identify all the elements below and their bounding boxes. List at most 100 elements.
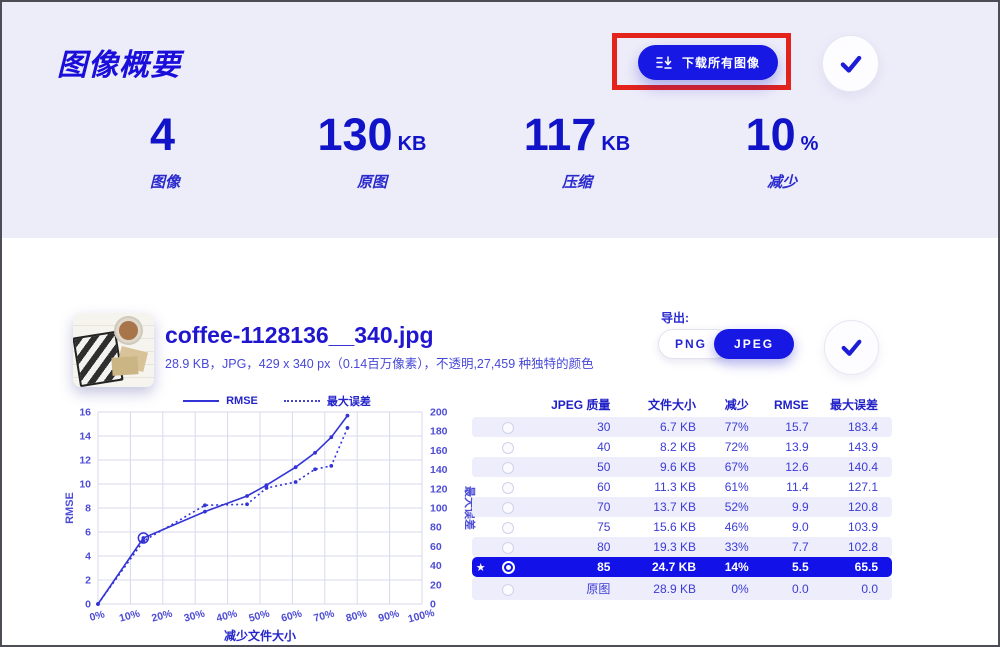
cell-size: 6.7 KB xyxy=(614,417,700,437)
svg-text:20: 20 xyxy=(430,579,442,591)
cell-max-error: 127.1 xyxy=(847,480,878,494)
cell-quality: 30 xyxy=(527,417,615,437)
quality-radio[interactable] xyxy=(501,561,515,575)
stat-value: 130 KB xyxy=(317,109,427,160)
stat-label: 原图 xyxy=(356,174,387,191)
cell-reduction: 14% xyxy=(700,557,753,578)
svg-text:100%: 100% xyxy=(407,607,437,626)
svg-text:40: 40 xyxy=(430,560,442,572)
cell-rmse: 7.7 xyxy=(752,537,813,557)
cell-max-error: 120.8 xyxy=(812,497,892,517)
svg-text:30%: 30% xyxy=(183,607,207,624)
export-label: 导出: xyxy=(661,311,689,325)
cell-reduction: 61% xyxy=(724,480,749,494)
download-list-icon xyxy=(656,55,672,69)
cell-quality: 75 xyxy=(597,520,611,534)
cell-size: 24.7 KB xyxy=(614,557,700,578)
cell-rmse: 15.7 xyxy=(752,417,813,437)
summary-header: 图像概要 下载所有图像 4 图像 xyxy=(2,2,998,238)
svg-text:0%: 0% xyxy=(88,608,106,624)
quality-radio[interactable] xyxy=(502,583,515,596)
svg-text:140: 140 xyxy=(430,464,448,476)
svg-text:80: 80 xyxy=(430,522,442,534)
svg-text:8: 8 xyxy=(85,503,91,515)
cell-size: 13.7 KB xyxy=(614,497,700,517)
image-check-button[interactable] xyxy=(824,320,879,375)
download-all-button[interactable]: 下载所有图像 xyxy=(638,45,779,80)
cell-reduction: 33% xyxy=(700,537,753,557)
table-row[interactable]: 60 11.3 KB 61% 11.4 127.1 xyxy=(472,477,892,497)
quality-radio[interactable] xyxy=(502,521,515,534)
cell-quality: 40 xyxy=(597,440,611,454)
quality-table: JPEG 质量 文件大小 减少 RMSE 最大误差 30 6.7 KB 77% 15.… xyxy=(472,394,892,601)
check-icon xyxy=(840,55,861,73)
stat-value: 10% xyxy=(745,109,819,160)
svg-text:60%: 60% xyxy=(280,607,304,624)
cell-reduction: 67% xyxy=(700,457,753,477)
stat-label: 压缩 xyxy=(561,174,592,191)
cell-max-error: 65.5 xyxy=(812,557,892,578)
check-icon xyxy=(841,339,862,356)
table-row[interactable]: 75 15.6 KB 46% 9.0 103.9 xyxy=(472,517,892,537)
svg-text:0: 0 xyxy=(430,599,436,611)
cell-size: 11.3 KB xyxy=(654,480,696,494)
cell-rmse: 9.9 xyxy=(752,497,813,517)
svg-text:40%: 40% xyxy=(215,607,239,624)
file-details: 28.9 KB，JPG，429 x 340 px（0.14百万像素），不透明,2… xyxy=(165,357,594,371)
table-row[interactable]: 40 8.2 KB 72% 13.9 143.9 xyxy=(472,437,892,457)
cell-size: 9.6 KB xyxy=(614,457,700,477)
stat-reduction: 10% 减少 xyxy=(682,112,882,192)
cell-quality: 50 xyxy=(527,457,615,477)
cell-quality: 85 xyxy=(527,557,615,578)
svg-text:50%: 50% xyxy=(248,607,272,624)
cell-rmse: 13.9 xyxy=(785,440,809,454)
cell-rmse: 11.4 xyxy=(786,480,809,494)
thumbnail-art xyxy=(116,318,141,343)
stat-label: 图像 xyxy=(149,174,180,191)
svg-text:200: 200 xyxy=(430,408,448,419)
quality-radio[interactable] xyxy=(502,461,515,474)
svg-text:0: 0 xyxy=(85,599,91,611)
table-row[interactable]: 70 13.7 KB 52% 9.9 120.8 xyxy=(472,497,892,517)
stat-label: 减少 xyxy=(766,174,797,191)
quality-radio[interactable] xyxy=(502,481,515,494)
cell-size: 19.3 KB xyxy=(614,537,700,557)
summary-check-button[interactable] xyxy=(822,35,879,92)
chart-legend: RMSE 最大误差 xyxy=(62,394,492,408)
quality-radio[interactable] xyxy=(502,501,515,514)
stat-compressed: 117 KB 压缩 xyxy=(477,112,677,192)
cell-max-error: 0.0 xyxy=(812,577,892,601)
file-name: coffee-1128136__340.jpg xyxy=(165,322,434,348)
svg-text:10: 10 xyxy=(79,479,91,491)
stat-images: 4 图像 xyxy=(65,112,265,192)
cell-max-error: 143.9 xyxy=(847,440,878,454)
format-jpeg-button[interactable]: JPEG xyxy=(714,329,795,359)
svg-text:4: 4 xyxy=(85,551,91,563)
table-row[interactable]: 原图 28.9 KB 0% 0.0 0.0 xyxy=(472,577,892,601)
svg-text:70%: 70% xyxy=(312,607,336,624)
quality-radio[interactable] xyxy=(502,541,515,554)
cell-quality: 原图 xyxy=(527,577,615,601)
legend-line-solid xyxy=(183,400,220,402)
table-row[interactable]: 50 9.6 KB 67% 12.6 140.4 xyxy=(472,457,892,477)
table-header-row: JPEG 质量 文件大小 减少 RMSE 最大误差 xyxy=(551,397,878,413)
stat-value: 4 xyxy=(149,109,176,160)
cell-rmse: 12.6 xyxy=(752,457,813,477)
table-row[interactable]: 30 6.7 KB 77% 15.7 183.4 xyxy=(472,417,892,437)
cell-rmse: 5.5 xyxy=(752,557,813,578)
svg-text:160: 160 xyxy=(430,445,448,457)
svg-text:减少文件大小: 减少文件大小 xyxy=(224,628,296,643)
cell-max-error: 102.8 xyxy=(812,537,892,557)
quality-radio[interactable] xyxy=(502,421,515,434)
quality-radio[interactable] xyxy=(502,441,515,454)
svg-text:60: 60 xyxy=(430,541,442,553)
svg-text:90%: 90% xyxy=(377,607,401,624)
table-row[interactable]: ★ 85 24.7 KB 14% 5.5 65.5 xyxy=(472,557,892,578)
image-thumbnail[interactable] xyxy=(73,313,154,387)
svg-text:10%: 10% xyxy=(118,607,142,624)
table-row[interactable]: 80 19.3 KB 33% 7.7 102.8 xyxy=(472,537,892,557)
cell-quality: 80 xyxy=(527,537,615,557)
cell-max-error: 183.4 xyxy=(812,417,892,437)
cell-reduction: 72% xyxy=(724,440,749,454)
